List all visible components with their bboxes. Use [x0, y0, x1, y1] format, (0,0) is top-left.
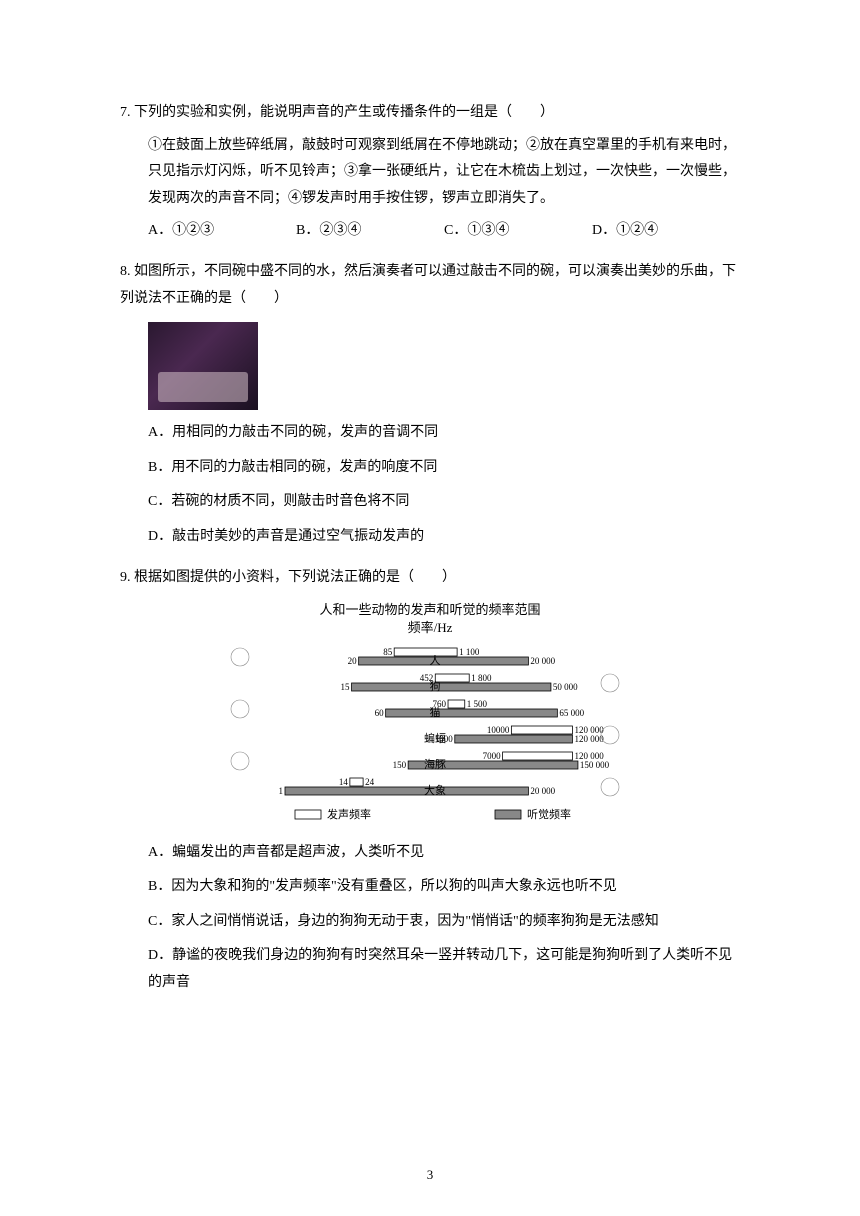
- q7-option-d: D．①②④: [592, 218, 740, 245]
- q9-option-c: C．家人之间悄悄说话，身边的狗狗无动于衷，因为"悄悄话"的频率狗狗是无法感知: [148, 909, 740, 936]
- q8-image: [148, 322, 740, 410]
- svg-text:10000: 10000: [487, 725, 510, 735]
- chart-title-2: 频率/Hz: [408, 620, 453, 635]
- question-7: 7. 下列的实验和实例，能说明声音的产生或传播条件的一组是（ ） ①在鼓面上放些…: [120, 100, 740, 245]
- q7-option-a: A．①②③: [148, 218, 296, 245]
- svg-text:1 800: 1 800: [471, 673, 492, 683]
- q9-option-d: D．静谧的夜晚我们身边的狗狗有时突然耳朵一竖并转动几下，这可能是狗狗听到了人类听…: [148, 943, 740, 996]
- svg-text:14: 14: [339, 777, 349, 787]
- q9-text: 根据如图提供的小资料，下列说法正确的是（ ）: [134, 570, 456, 585]
- svg-text:发声频率: 发声频率: [327, 807, 371, 821]
- svg-text:15: 15: [341, 682, 351, 692]
- question-9: 9. 根据如图提供的小资料，下列说法正确的是（ ） 人和一些动物的发声和听觉的频…: [120, 565, 740, 997]
- q8-option-b: B．用不同的力敲击相同的碗，发声的响度不同: [148, 455, 740, 482]
- svg-text:150 000: 150 000: [580, 760, 610, 770]
- q9-option-b: B．因为大象和狗的"发声频率"没有重叠区，所以狗的叫声大象永远也听不见: [148, 874, 740, 901]
- q9-option-a: A．蝙蝠发出的声音都是超声波，人类听不见: [148, 840, 740, 867]
- svg-text:1: 1: [279, 786, 284, 796]
- svg-text:听觉频率: 听觉频率: [527, 807, 571, 821]
- svg-text:65 000: 65 000: [559, 708, 584, 718]
- question-8: 8. 如图所示，不同碗中盛不同的水，然后演奏者可以通过敲击不同的碗，可以演奏出美…: [120, 259, 740, 551]
- q7-option-b: B．②③④: [296, 218, 444, 245]
- frequency-chart-svg: 851 1002020 000人4521 8001550 000狗7601 50…: [215, 642, 645, 828]
- svg-text:人: 人: [430, 654, 441, 667]
- chart-title-1: 人和一些动物的发声和听觉的频率范围: [319, 602, 540, 617]
- svg-text:狗: 狗: [430, 680, 441, 693]
- svg-text:20 000: 20 000: [530, 786, 555, 796]
- svg-text:蝙蝠: 蝙蝠: [424, 731, 446, 745]
- q8-option-c: C．若碗的材质不同，则敲击时音色将不同: [148, 489, 740, 516]
- q7-options: A．①②③ B．②③④ C．①③④ D．①②④: [148, 218, 740, 245]
- svg-text:7000: 7000: [483, 751, 502, 761]
- svg-text:60: 60: [375, 708, 385, 718]
- svg-text:海豚: 海豚: [424, 757, 446, 771]
- q7-text: 下列的实验和实例，能说明声音的产生或传播条件的一组是（ ）: [134, 105, 554, 120]
- svg-text:20: 20: [348, 656, 358, 666]
- svg-text:50 000: 50 000: [553, 682, 578, 692]
- q8-number: 8.: [120, 264, 131, 279]
- q9-chart: 人和一些动物的发声和听觉的频率范围 频率/Hz 85 1 100 20 20 000 人…: [215, 601, 645, 827]
- page-number: 3: [0, 1163, 860, 1188]
- q8-text: 如图所示，不同碗中盛不同的水，然后演奏者可以通过敲击不同的碗，可以演奏出美妙的乐…: [120, 264, 736, 306]
- svg-text:24: 24: [365, 777, 375, 787]
- svg-text:1 500: 1 500: [467, 699, 488, 709]
- svg-text:20 000: 20 000: [530, 656, 555, 666]
- svg-text:120 000: 120 000: [574, 734, 604, 744]
- q7-number: 7.: [120, 105, 131, 120]
- q8-option-d: D．敲击时美妙的声音是通过空气振动发声的: [148, 524, 740, 551]
- svg-text:85: 85: [383, 647, 393, 657]
- svg-text:猫: 猫: [430, 706, 441, 719]
- svg-text:150: 150: [393, 760, 407, 770]
- svg-text:大象: 大象: [424, 783, 446, 797]
- svg-text:1 100: 1 100: [459, 647, 480, 657]
- q9-number: 9.: [120, 570, 131, 585]
- q7-option-c: C．①③④: [444, 218, 592, 245]
- q8-option-a: A．用相同的力敲击不同的碗，发声的音调不同: [148, 420, 740, 447]
- q7-body: ①在鼓面上放些碎纸屑，敲鼓时可观察到纸屑在不停地跳动；②放在真空罩里的手机有来电…: [148, 133, 740, 213]
